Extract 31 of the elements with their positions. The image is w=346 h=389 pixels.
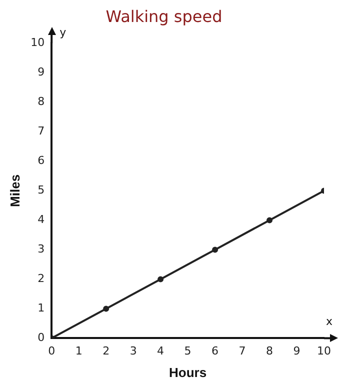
- x-axis-title: Hours: [169, 364, 207, 380]
- chart-title: Walking speed: [106, 6, 222, 26]
- y-tick-label: 7: [38, 124, 45, 138]
- text: x: [326, 315, 333, 328]
- point: [212, 246, 218, 253]
- x-tick-label: 0: [48, 344, 56, 358]
- y-tick-label: 5: [38, 184, 45, 197]
- y-tick-label: 1: [38, 302, 45, 315]
- y-tick-label: 3: [38, 242, 45, 256]
- x-tick-label: 6: [212, 344, 219, 358]
- x-tick-label: 3: [130, 344, 137, 358]
- y-tick-label: 6: [38, 154, 45, 168]
- point: [103, 306, 110, 312]
- x-tick-label: 2: [102, 344, 110, 358]
- y-tick-label: 10: [30, 36, 45, 50]
- point: [158, 276, 164, 282]
- x-tick-label: 10: [317, 344, 331, 358]
- x-tick-label: 9: [293, 344, 300, 358]
- x-tick-label: 4: [157, 344, 164, 358]
- y-tick-label: 4: [38, 213, 45, 226]
- y-tick-label: 8: [38, 95, 45, 108]
- text: y: [60, 26, 67, 40]
- y-tick-label: 9: [38, 66, 45, 79]
- x-tick-label: 5: [184, 344, 192, 358]
- y-axis-title: Miles: [7, 174, 22, 207]
- y-tick-label: 0: [38, 331, 45, 344]
- x-tick-label: 1: [75, 344, 82, 358]
- point: [266, 217, 273, 224]
- x-tick-label: 8: [266, 344, 274, 358]
- x-tick-label: 7: [238, 344, 246, 358]
- y-tick-label: 2: [38, 272, 45, 286]
